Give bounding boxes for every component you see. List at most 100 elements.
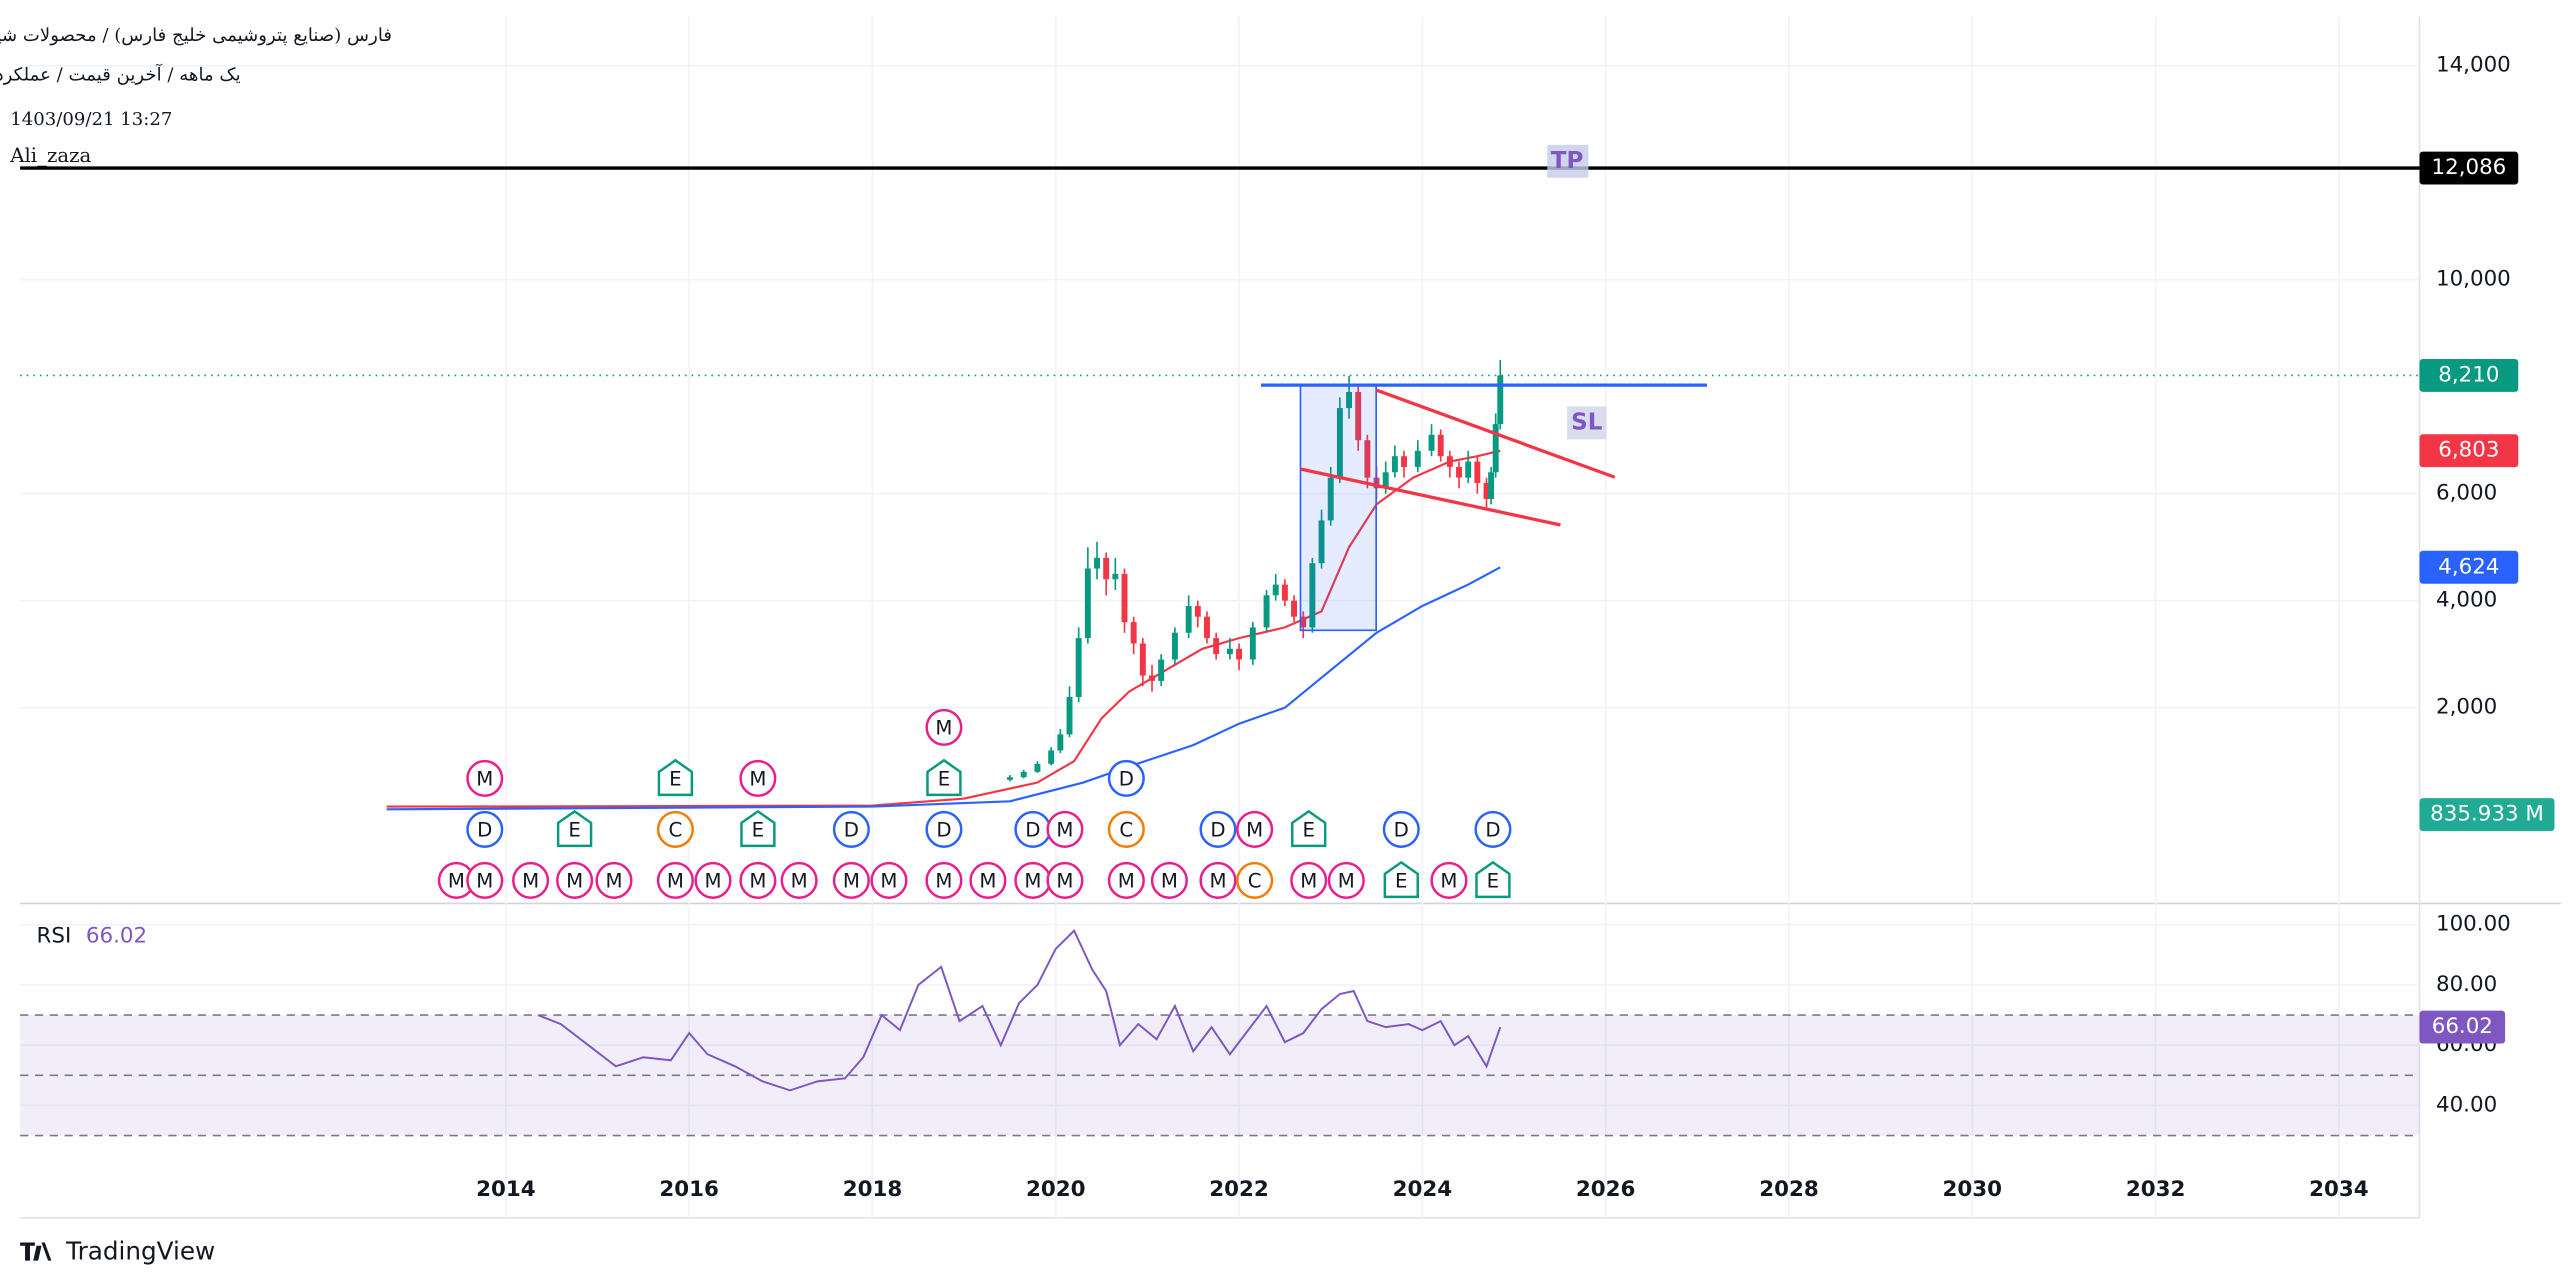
candle-body — [1249, 627, 1256, 660]
event-marker — [1291, 809, 1327, 848]
candle-body — [1391, 456, 1398, 473]
event-marker — [969, 861, 1007, 899]
candle-body — [1474, 461, 1481, 483]
event-label: M — [880, 870, 897, 893]
event-label: C — [1119, 819, 1133, 842]
event-marker — [1382, 810, 1420, 848]
event-label: E — [752, 819, 764, 842]
event-marker — [556, 809, 593, 848]
event-label: M — [605, 870, 622, 893]
x-tick-label: 2030 — [1943, 1177, 2002, 1202]
ma-value-box — [2419, 550, 2519, 584]
event-label: D — [1394, 819, 1409, 842]
rsi-tick-label: 100.00 — [2436, 912, 2511, 937]
candle-body — [1185, 606, 1192, 633]
rsi-line — [537, 929, 1502, 1092]
event-label: M — [1161, 870, 1178, 893]
candle-body — [1121, 573, 1128, 623]
event-label: D — [936, 819, 951, 842]
event-marker — [1199, 810, 1237, 848]
candle-body — [1149, 675, 1155, 681]
price-line-box — [2419, 151, 2519, 185]
event-marker — [832, 861, 870, 899]
event-label: C — [1248, 870, 1262, 893]
event-marker — [739, 759, 777, 797]
candle-body — [1492, 424, 1499, 473]
x-tick-label: 2032 — [2126, 1177, 2186, 1202]
author: Ali_zaza — [9, 144, 91, 167]
ma-value-label: 6,803 — [2438, 438, 2499, 463]
event-label: D — [1485, 819, 1500, 842]
rsi-value: 66.02 — [86, 923, 147, 948]
event-marker — [512, 861, 550, 899]
event-marker — [1236, 861, 1274, 899]
volume-label: 835.933 M — [2430, 802, 2544, 827]
candle-body — [1226, 648, 1233, 655]
candle-body — [1130, 622, 1137, 644]
event-label: D — [477, 819, 492, 842]
event-label: M — [749, 870, 766, 893]
candle-body — [1057, 734, 1064, 751]
candle-body — [1158, 659, 1165, 681]
event-marker — [1327, 861, 1365, 899]
event-label: E — [669, 768, 681, 791]
event-marker — [926, 758, 962, 797]
event-label: D — [1025, 819, 1040, 842]
event-marker — [556, 861, 594, 899]
candle-body — [1075, 638, 1082, 697]
rsi-name: RSI — [37, 923, 72, 948]
symbol-subtitle: یک ماهه / آخرین قیمت / عملکردی — [0, 64, 241, 86]
event-label: M — [843, 870, 860, 893]
event-marker — [1199, 861, 1237, 899]
candle-body — [1428, 434, 1435, 451]
candle-body — [1327, 477, 1334, 521]
event-marker — [595, 861, 633, 899]
event-label: M — [667, 870, 684, 893]
candle-body — [1084, 568, 1091, 639]
rsi-tick-label: 80.00 — [2436, 972, 2497, 997]
event-label: M — [1338, 870, 1355, 893]
candle-body — [1414, 450, 1421, 467]
x-tick-label: 2016 — [659, 1177, 719, 1202]
event-marker — [1150, 861, 1188, 899]
overlay: 12,086 8,210 6,803 4,624 835.933 M 66.02 — [2419, 151, 2555, 1044]
y-tick-label: 2,000 — [2436, 695, 2497, 720]
event-label: M — [1440, 870, 1457, 893]
candle-body — [1382, 472, 1389, 489]
rsi-tick-label: 40.00 — [2436, 1092, 2497, 1117]
timestamp: 1403/09/21 13:27 — [10, 109, 172, 130]
candle-body — [1497, 375, 1504, 425]
event-label: M — [476, 768, 493, 791]
event-label: E — [1395, 870, 1407, 893]
candle-body — [1281, 584, 1288, 601]
candle-body — [1456, 466, 1462, 478]
candle-body — [1309, 563, 1316, 628]
event-marker — [1430, 861, 1468, 899]
candle-body — [1300, 616, 1307, 628]
event-label: M — [1056, 870, 1073, 893]
candle-body — [1336, 408, 1343, 478]
candle-body — [1006, 777, 1013, 780]
sl-box — [1567, 406, 1607, 440]
event-label: M — [1300, 870, 1317, 893]
event-label: M — [448, 870, 465, 893]
range-box — [1299, 384, 1377, 632]
y-tick-label: 6,000 — [2436, 481, 2497, 506]
price-line-label: 12,086 — [2432, 155, 2507, 180]
candle-body — [1112, 573, 1119, 580]
moving-average — [386, 566, 1501, 811]
event-marker — [832, 810, 870, 848]
y-tick-label: 14,000 — [2436, 53, 2511, 78]
x-tick-label: 2034 — [2309, 1177, 2368, 1202]
trend-line-lower — [1300, 467, 1561, 527]
candle-body — [1236, 648, 1243, 660]
candle-body — [1263, 595, 1270, 628]
candle-body — [1094, 557, 1100, 569]
event-marker — [1107, 759, 1145, 797]
event-marker — [1290, 861, 1328, 899]
tp-box — [1547, 144, 1589, 178]
candle-body — [1103, 557, 1110, 580]
candle-body — [1318, 520, 1325, 564]
event-marker — [694, 861, 732, 899]
